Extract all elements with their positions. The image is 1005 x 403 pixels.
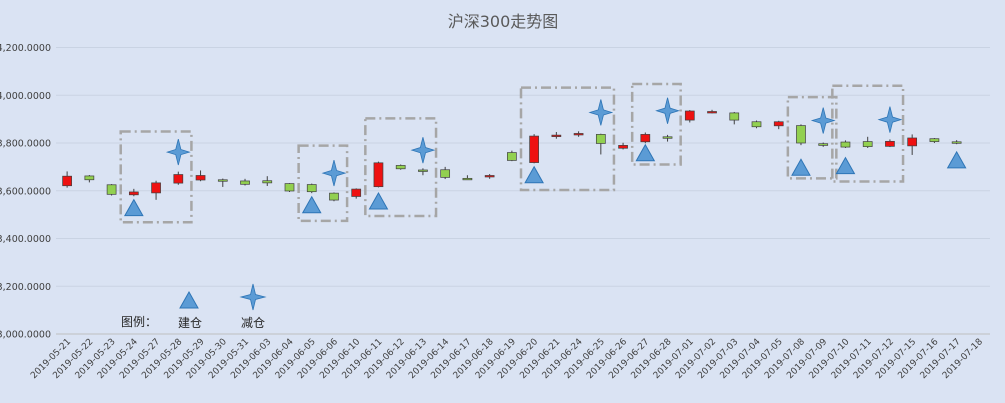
y-tick-label: 4,200.0000 <box>0 43 51 54</box>
candle-body <box>907 137 918 147</box>
candle-body <box>373 162 384 188</box>
reduce-marker <box>321 159 347 187</box>
legend: 图例： 建仓 减仓 <box>121 283 267 330</box>
position-box <box>119 130 193 224</box>
candle-body <box>84 175 95 181</box>
grid-lines <box>56 47 990 335</box>
position-boxes <box>119 82 905 224</box>
y-tick-label: 4,000.0000 <box>0 91 51 102</box>
candle-body <box>128 191 139 196</box>
candle-body <box>951 141 962 144</box>
candle-body <box>484 175 495 178</box>
candle-body <box>284 183 295 192</box>
position-box <box>297 144 349 223</box>
y-tick-label: 3,600.0000 <box>0 186 51 197</box>
build-marker <box>635 143 656 162</box>
reduce-marker <box>165 138 191 166</box>
y-tick-label: 3,000.0000 <box>0 330 51 341</box>
candle-body <box>217 179 228 182</box>
candle-body <box>418 169 428 172</box>
candle-body <box>862 141 873 147</box>
candle-body <box>796 125 806 144</box>
chart-title: 沪深300走势图 <box>448 12 559 31</box>
candle-body <box>595 134 606 144</box>
candle-body <box>818 143 829 146</box>
candle-body <box>195 175 206 181</box>
legend-title: 图例： <box>121 315 157 329</box>
candle-body <box>351 188 362 197</box>
candles <box>62 109 962 202</box>
candle-body <box>573 133 584 136</box>
candle-body <box>329 192 339 201</box>
candle-body <box>662 136 673 139</box>
candle-body <box>240 180 250 185</box>
candle-body <box>462 177 473 181</box>
build-marker <box>791 158 811 176</box>
candle-body <box>773 121 784 127</box>
candle-body <box>929 138 940 142</box>
position-box <box>364 117 438 218</box>
reduce-marker <box>410 137 436 164</box>
legend-reduce-label: 减仓 <box>241 316 265 330</box>
y-tick-label: 3,400.0000 <box>0 234 51 245</box>
x-axis-ticks: 2019-05-212019-05-222019-05-232019-05-24… <box>29 337 985 381</box>
legend-reduce-icon <box>239 283 267 311</box>
reduce-marker <box>810 107 836 134</box>
y-tick-label: 3,800.0000 <box>0 139 51 150</box>
position-box <box>630 82 682 166</box>
candle-body <box>684 110 695 121</box>
candle-body <box>618 145 628 149</box>
candle-body <box>751 121 762 128</box>
candle-body <box>262 180 273 184</box>
build-marker <box>946 150 967 169</box>
y-axis-ticks: 3,000.0000 3,200.0000 3,400.0000 3,600.0000… <box>0 43 51 341</box>
candle-body <box>551 134 562 137</box>
candle-body <box>707 111 717 114</box>
build-marker <box>524 165 544 184</box>
build-marker <box>301 195 322 214</box>
legend-build-icon <box>179 290 199 309</box>
build-marker <box>368 191 389 210</box>
candle-body <box>62 175 72 187</box>
candle-body <box>840 141 851 148</box>
reduce-marker <box>655 97 680 124</box>
build-marker <box>835 156 856 175</box>
candle-body <box>440 169 451 178</box>
y-tick-label: 3,200.0000 <box>0 282 51 293</box>
position-box <box>831 84 905 183</box>
trade-markers <box>123 97 967 217</box>
reduce-marker <box>877 106 903 133</box>
build-marker <box>123 198 144 217</box>
reduce-marker <box>588 99 614 126</box>
candle-body <box>151 182 161 194</box>
position-box <box>786 95 838 180</box>
candle-body <box>395 165 406 170</box>
candle-body <box>729 112 740 121</box>
candle-body <box>529 135 539 163</box>
legend-build-label: 建仓 <box>178 316 202 330</box>
candle-body <box>885 140 895 147</box>
candle-body <box>507 152 517 161</box>
candle-body <box>173 174 184 184</box>
candle-body <box>106 184 117 195</box>
position-box <box>519 86 616 192</box>
candle-body <box>640 134 651 143</box>
candle-body <box>306 184 317 193</box>
